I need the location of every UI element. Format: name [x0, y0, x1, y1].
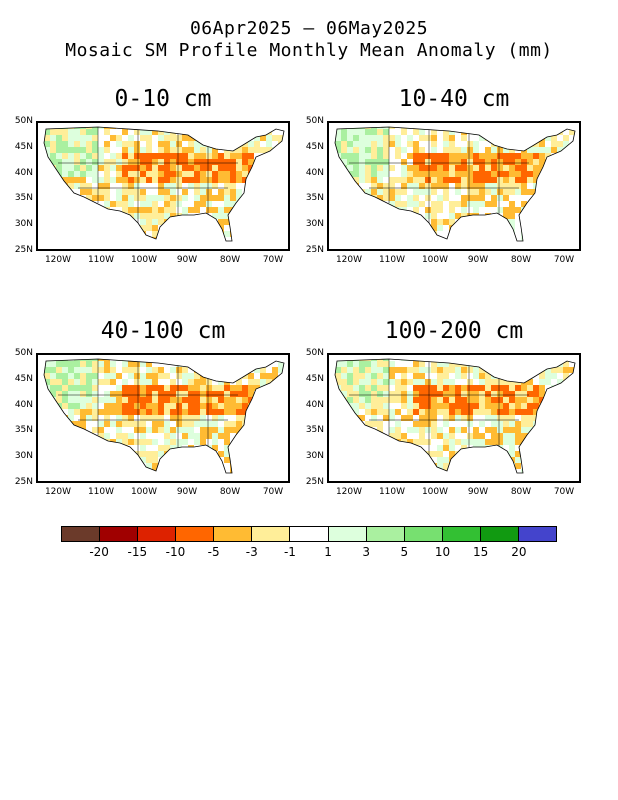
colorbar-label: 3: [362, 545, 371, 559]
colorbar-swatch: [290, 527, 329, 541]
lon-tick-label: 80W: [510, 255, 532, 265]
chart-title-variable: Mosaic SM Profile Monthly Mean Anomaly (…: [65, 40, 553, 61]
map-panel-100-200: [327, 353, 581, 483]
map-panel-10-40: [327, 121, 581, 251]
lat-tick-label: 45N: [14, 141, 33, 152]
lat-tick-label: 35N: [14, 193, 33, 204]
colorbar-swatch: [252, 527, 291, 541]
lat-tick-label: 50N: [305, 348, 324, 358]
panel-title-100-200: 100-200 cm: [384, 318, 524, 344]
colorbar-label: -1: [283, 545, 296, 559]
lat-tick-label: 40N: [305, 167, 324, 178]
chart-title-dates: 06Apr2025 – 06May2025: [189, 18, 429, 39]
lat-tick-label: 50N: [305, 116, 324, 126]
colorbar-swatch: [214, 527, 253, 541]
colorbar-label: 5: [400, 545, 409, 559]
lat-tick-label: 25N: [14, 477, 33, 487]
lon-tick-label: 80W: [219, 487, 241, 497]
lon-tick-label: 90W: [176, 487, 198, 497]
lon-tick-label: 110W: [378, 487, 406, 497]
lon-tick-label: 70W: [553, 255, 575, 265]
colorbar-swatch: [366, 527, 405, 541]
lat-tick-label: 45N: [305, 373, 324, 384]
colorbar-label: 15: [473, 545, 489, 559]
colorbar-swatch: [328, 527, 367, 541]
colorbar-label: -10: [165, 545, 186, 559]
colorbar-swatch: [480, 527, 519, 541]
panel-title-0-10: 0-10 cm: [114, 86, 212, 112]
lat-tick-label: 50N: [14, 116, 33, 126]
colorbar-label: -20: [89, 545, 109, 559]
colorbar-swatch: [62, 527, 101, 541]
lat-tick-label: 30N: [305, 219, 324, 230]
lon-tick-label: 90W: [467, 487, 489, 497]
lon-tick-label: 80W: [219, 255, 241, 265]
lat-tick-label: 40N: [14, 167, 33, 178]
lat-tick-label: 25N: [305, 477, 324, 487]
lat-tick-label: 40N: [14, 399, 33, 410]
lon-tick-label: 90W: [467, 255, 489, 265]
panel-title-10-40: 10-40 cm: [398, 86, 510, 112]
colorbar-label: -15: [127, 545, 148, 559]
lat-tick-label: 25N: [305, 245, 324, 255]
colorbar-label: -5: [207, 545, 220, 559]
colorbar-label: 1: [324, 545, 332, 559]
colorbar-swatch: [442, 527, 481, 541]
colorbar-swatch: [100, 527, 139, 541]
colorbar-swatch: [404, 527, 443, 541]
anomaly-map: [334, 126, 576, 242]
lat-tick-label: 35N: [305, 193, 324, 204]
lon-tick-label: 70W: [262, 487, 284, 497]
lon-tick-label: 70W: [262, 255, 284, 265]
colorbar-swatch: [518, 527, 557, 541]
lon-tick-label: 100W: [130, 487, 158, 497]
anomaly-map: [43, 126, 285, 242]
lat-tick-label: 30N: [14, 219, 33, 230]
colorbar-label: 10: [434, 545, 451, 559]
lon-tick-label: 120W: [335, 487, 363, 497]
lon-tick-label: 110W: [87, 487, 115, 497]
lon-tick-label: 100W: [421, 255, 449, 265]
lat-tick-label: 35N: [305, 425, 324, 436]
anomaly-map: [334, 358, 576, 474]
colorbar-label: -3: [245, 545, 258, 559]
lat-tick-label: 50N: [14, 348, 33, 358]
lat-tick-label: 40N: [305, 399, 324, 410]
lon-tick-label: 120W: [44, 487, 72, 497]
colorbar-label: 20: [511, 545, 527, 559]
map-panel-0-10: [36, 121, 290, 251]
colorbar: [61, 526, 557, 542]
lon-tick-label: 110W: [87, 255, 115, 265]
anomaly-map: [43, 358, 285, 474]
lat-tick-label: 30N: [305, 451, 324, 462]
lon-tick-label: 90W: [176, 255, 198, 265]
panel-title-40-100: 40-100 cm: [100, 318, 226, 344]
lat-tick-label: 45N: [14, 373, 33, 384]
lat-tick-label: 25N: [14, 245, 33, 255]
lat-tick-label: 30N: [14, 451, 33, 462]
lon-tick-label: 100W: [130, 255, 158, 265]
lon-tick-label: 100W: [421, 487, 449, 497]
map-panel-40-100: [36, 353, 290, 483]
lon-tick-label: 120W: [335, 255, 363, 265]
colorbar-swatch: [138, 527, 177, 541]
lat-tick-label: 35N: [14, 425, 33, 436]
lon-tick-label: 120W: [44, 255, 72, 265]
lon-tick-label: 110W: [378, 255, 406, 265]
colorbar-swatch: [176, 527, 215, 541]
lon-tick-label: 80W: [510, 487, 532, 497]
lon-tick-label: 70W: [553, 487, 575, 497]
lat-tick-label: 45N: [305, 141, 324, 152]
